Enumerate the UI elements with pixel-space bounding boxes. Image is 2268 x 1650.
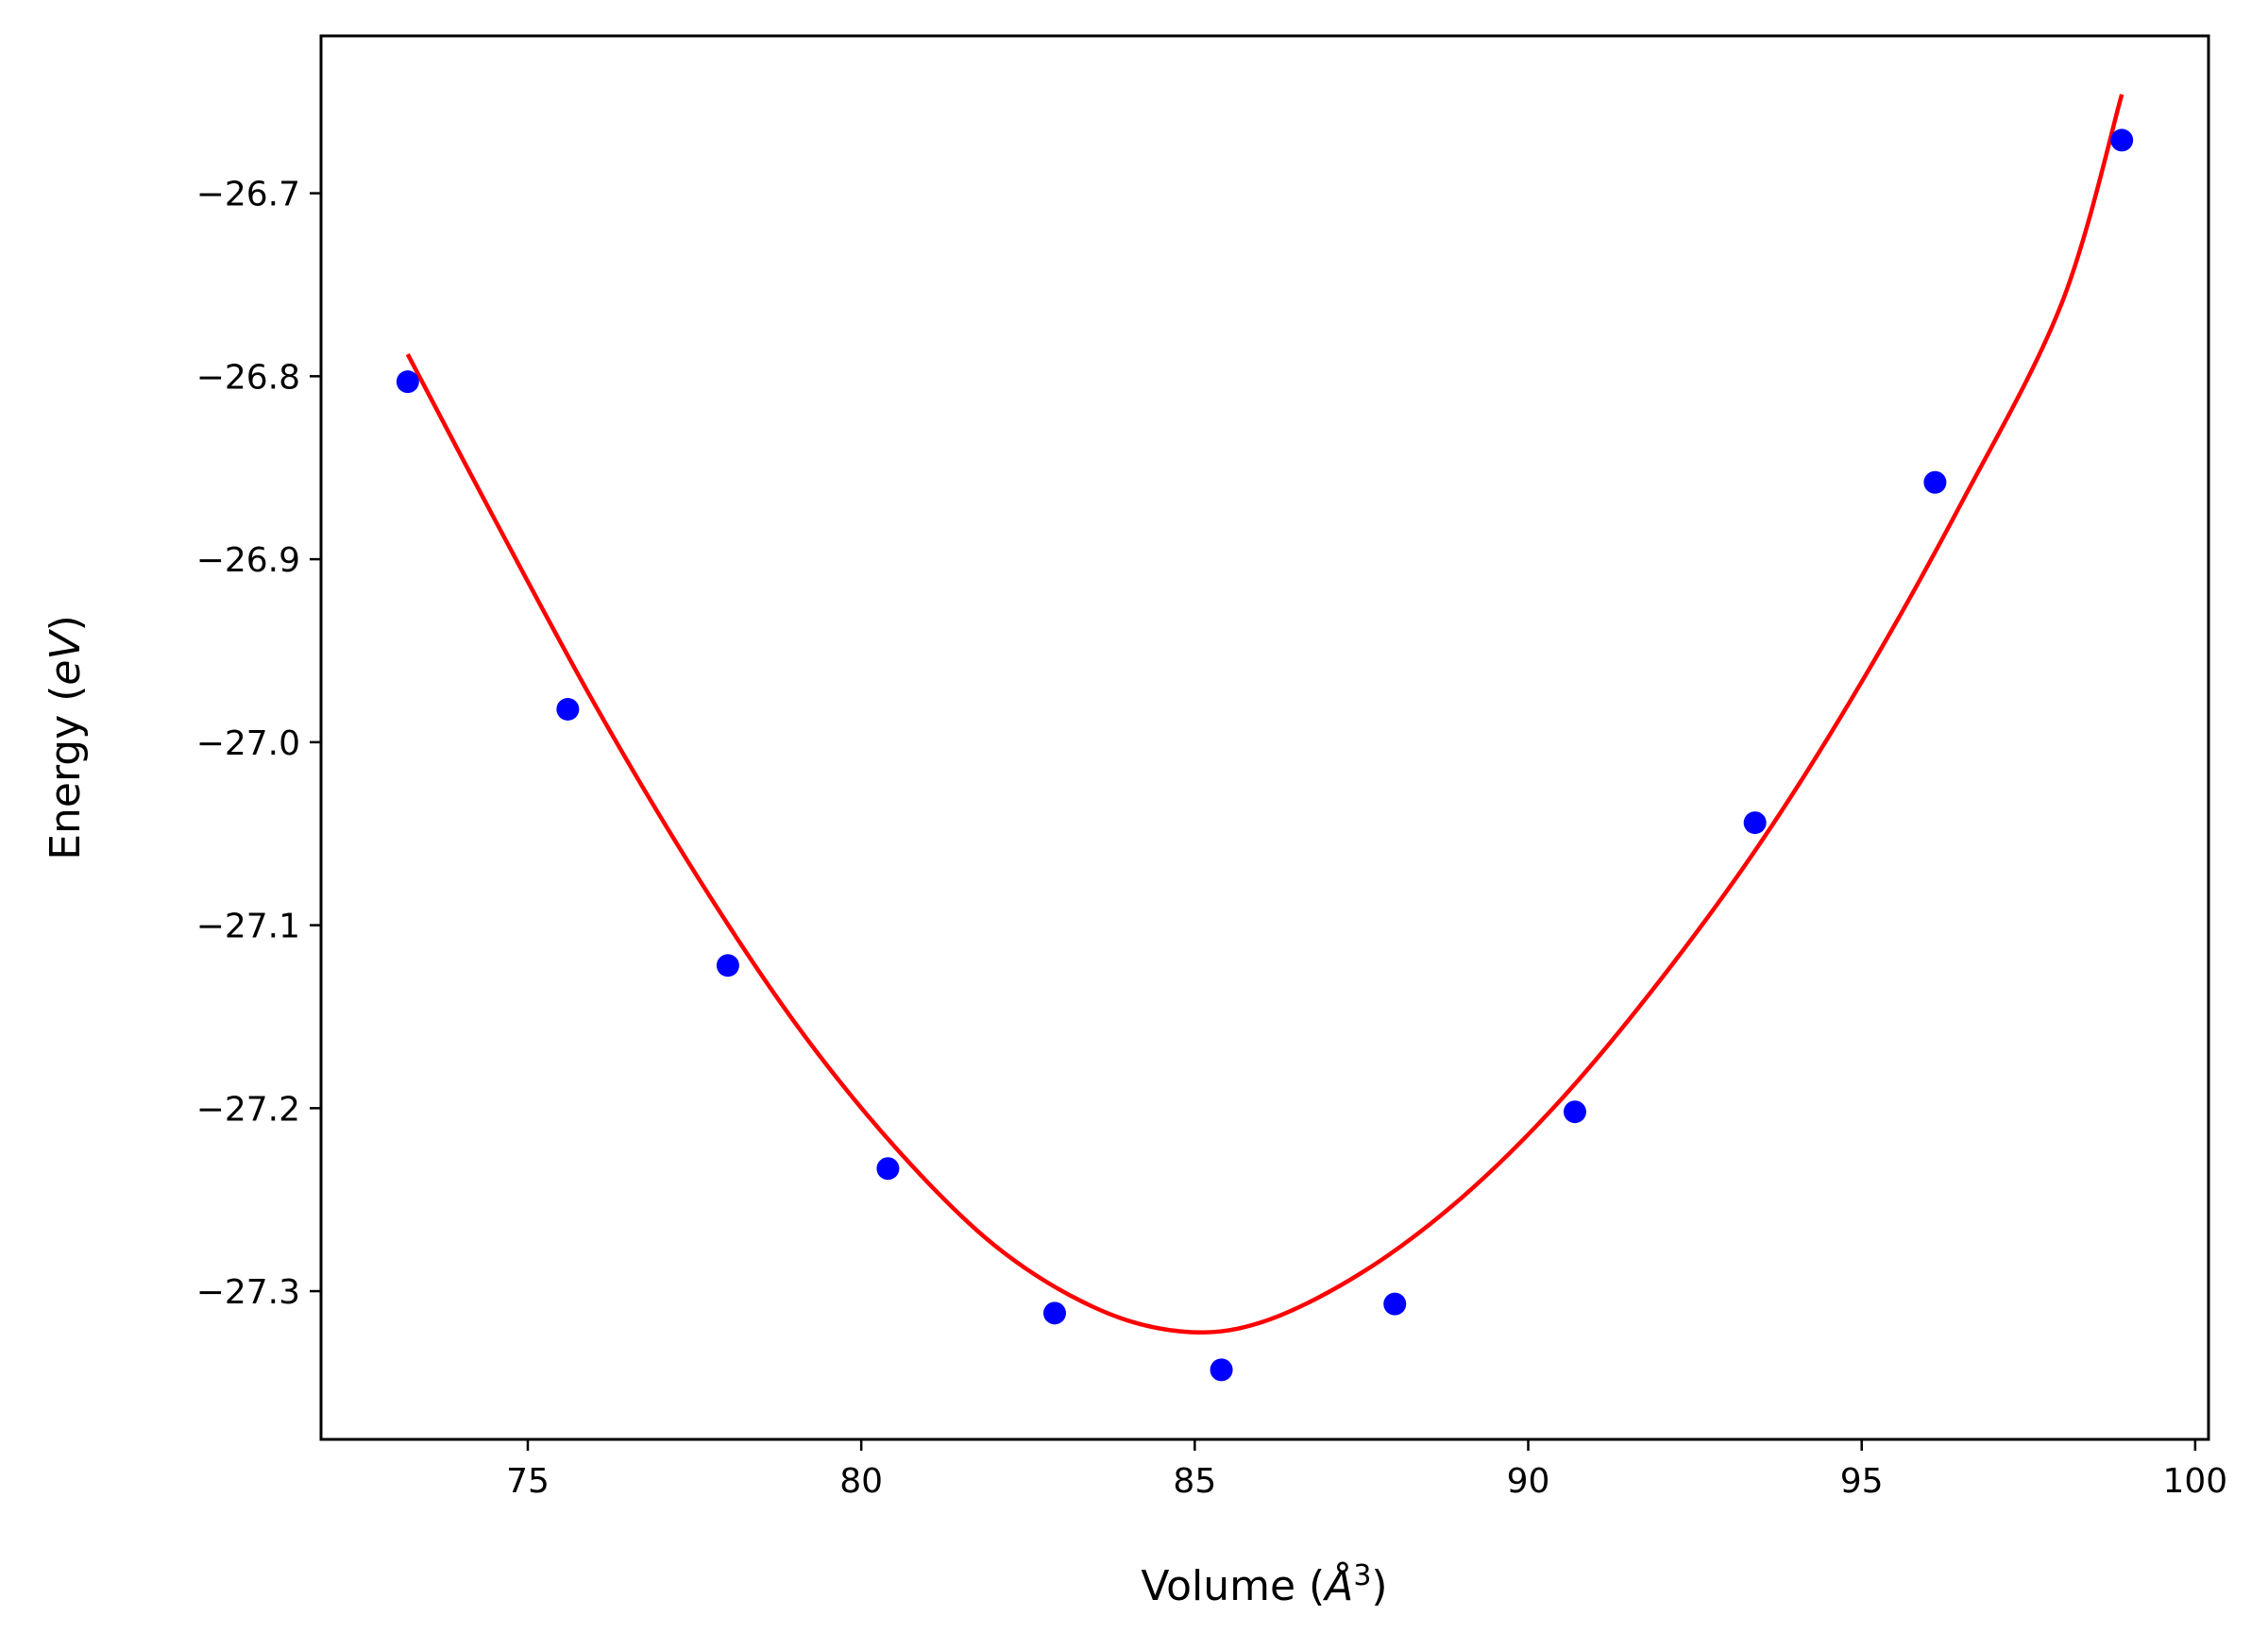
y-axis-label-unit: eV xyxy=(42,629,90,686)
plot-frame xyxy=(319,34,2210,1441)
x-axis-label-unit: Å xyxy=(1322,1560,1353,1610)
x-axis-label-suffix: ) xyxy=(1371,1562,1387,1610)
x-axis-label: Volume (Å3) xyxy=(1141,1559,1387,1610)
x-tick-label: 80 xyxy=(839,1462,883,1501)
fit-curve-layer xyxy=(405,94,2124,1335)
data-point xyxy=(1743,811,1767,835)
y-tick-label: −27.2 xyxy=(196,1090,300,1129)
y-axis-label: Energy (eV) xyxy=(42,615,90,860)
data-point xyxy=(1563,1100,1586,1124)
x-tick-label: 75 xyxy=(506,1462,550,1501)
data-point xyxy=(2110,128,2134,152)
y-tick-label: −27.0 xyxy=(196,724,300,763)
data-point xyxy=(556,697,580,721)
data-point xyxy=(1210,1358,1233,1382)
x-tick-label: 85 xyxy=(1173,1462,1216,1501)
x-tick-label: 95 xyxy=(1840,1462,1884,1501)
data-point xyxy=(1923,470,1947,494)
data-point xyxy=(1383,1292,1407,1316)
fit-curve-line xyxy=(405,94,2124,1335)
y-tick-label: −26.8 xyxy=(196,358,300,397)
x-tick-label: 90 xyxy=(1507,1462,1550,1501)
data-point xyxy=(716,954,739,978)
x-axis-ticks: 75 80 85 90 95 100 xyxy=(506,1439,2227,1501)
y-axis-label-prefix: Energy ( xyxy=(42,686,90,860)
y-tick-label: −27.3 xyxy=(196,1273,300,1312)
x-tick-label: 100 xyxy=(2163,1462,2228,1501)
data-point xyxy=(876,1157,900,1181)
y-axis-label-suffix: ) xyxy=(42,615,90,631)
data-point xyxy=(396,370,419,394)
data-point xyxy=(1042,1301,1066,1325)
y-tick-label: −26.9 xyxy=(196,541,300,580)
y-tick-label: −27.1 xyxy=(196,908,300,946)
x-axis-label-prefix: Volume ( xyxy=(1141,1562,1325,1610)
x-axis-label-exponent: 3 xyxy=(1353,1559,1371,1592)
y-tick-label: −26.7 xyxy=(196,176,300,214)
y-axis-ticks: −27.3 −27.2 −27.1 −27.0 −26.9 −26.8 −26.7 xyxy=(196,176,321,1312)
data-points-layer xyxy=(396,128,2134,1382)
